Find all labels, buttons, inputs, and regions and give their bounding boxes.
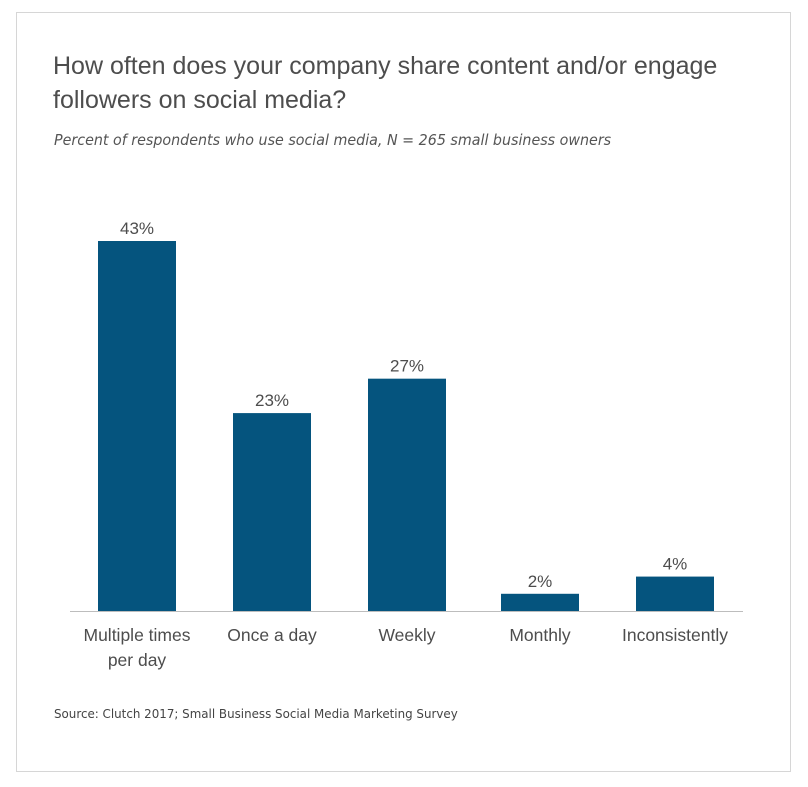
category-label-4-line-0: Inconsistently	[622, 625, 728, 645]
category-label-1-line-0: Once a day	[227, 625, 317, 645]
category-label-2-line-0: Weekly	[378, 625, 435, 645]
data-label-4: 4%	[663, 555, 688, 574]
category-label-0-line-1: per day	[108, 650, 167, 670]
data-label-3: 2%	[528, 572, 553, 591]
chart-subtitle: Percent of respondents who use social me…	[54, 131, 612, 149]
chart-title: How often does your company share conten…	[53, 52, 718, 114]
bar-0	[98, 241, 176, 611]
data-label-0: 43%	[120, 219, 154, 238]
chart-source: Source: Clutch 2017; Small Business Soci…	[54, 706, 458, 721]
category-label-3-line-0: Monthly	[509, 625, 571, 645]
data-label-2: 27%	[390, 357, 424, 376]
bar-1	[233, 413, 311, 611]
bar-2	[368, 378, 446, 611]
bar-4	[636, 576, 714, 611]
category-label-0-line-0: Multiple times	[84, 625, 191, 645]
data-label-1: 23%	[255, 391, 289, 410]
bar-3	[501, 593, 579, 611]
